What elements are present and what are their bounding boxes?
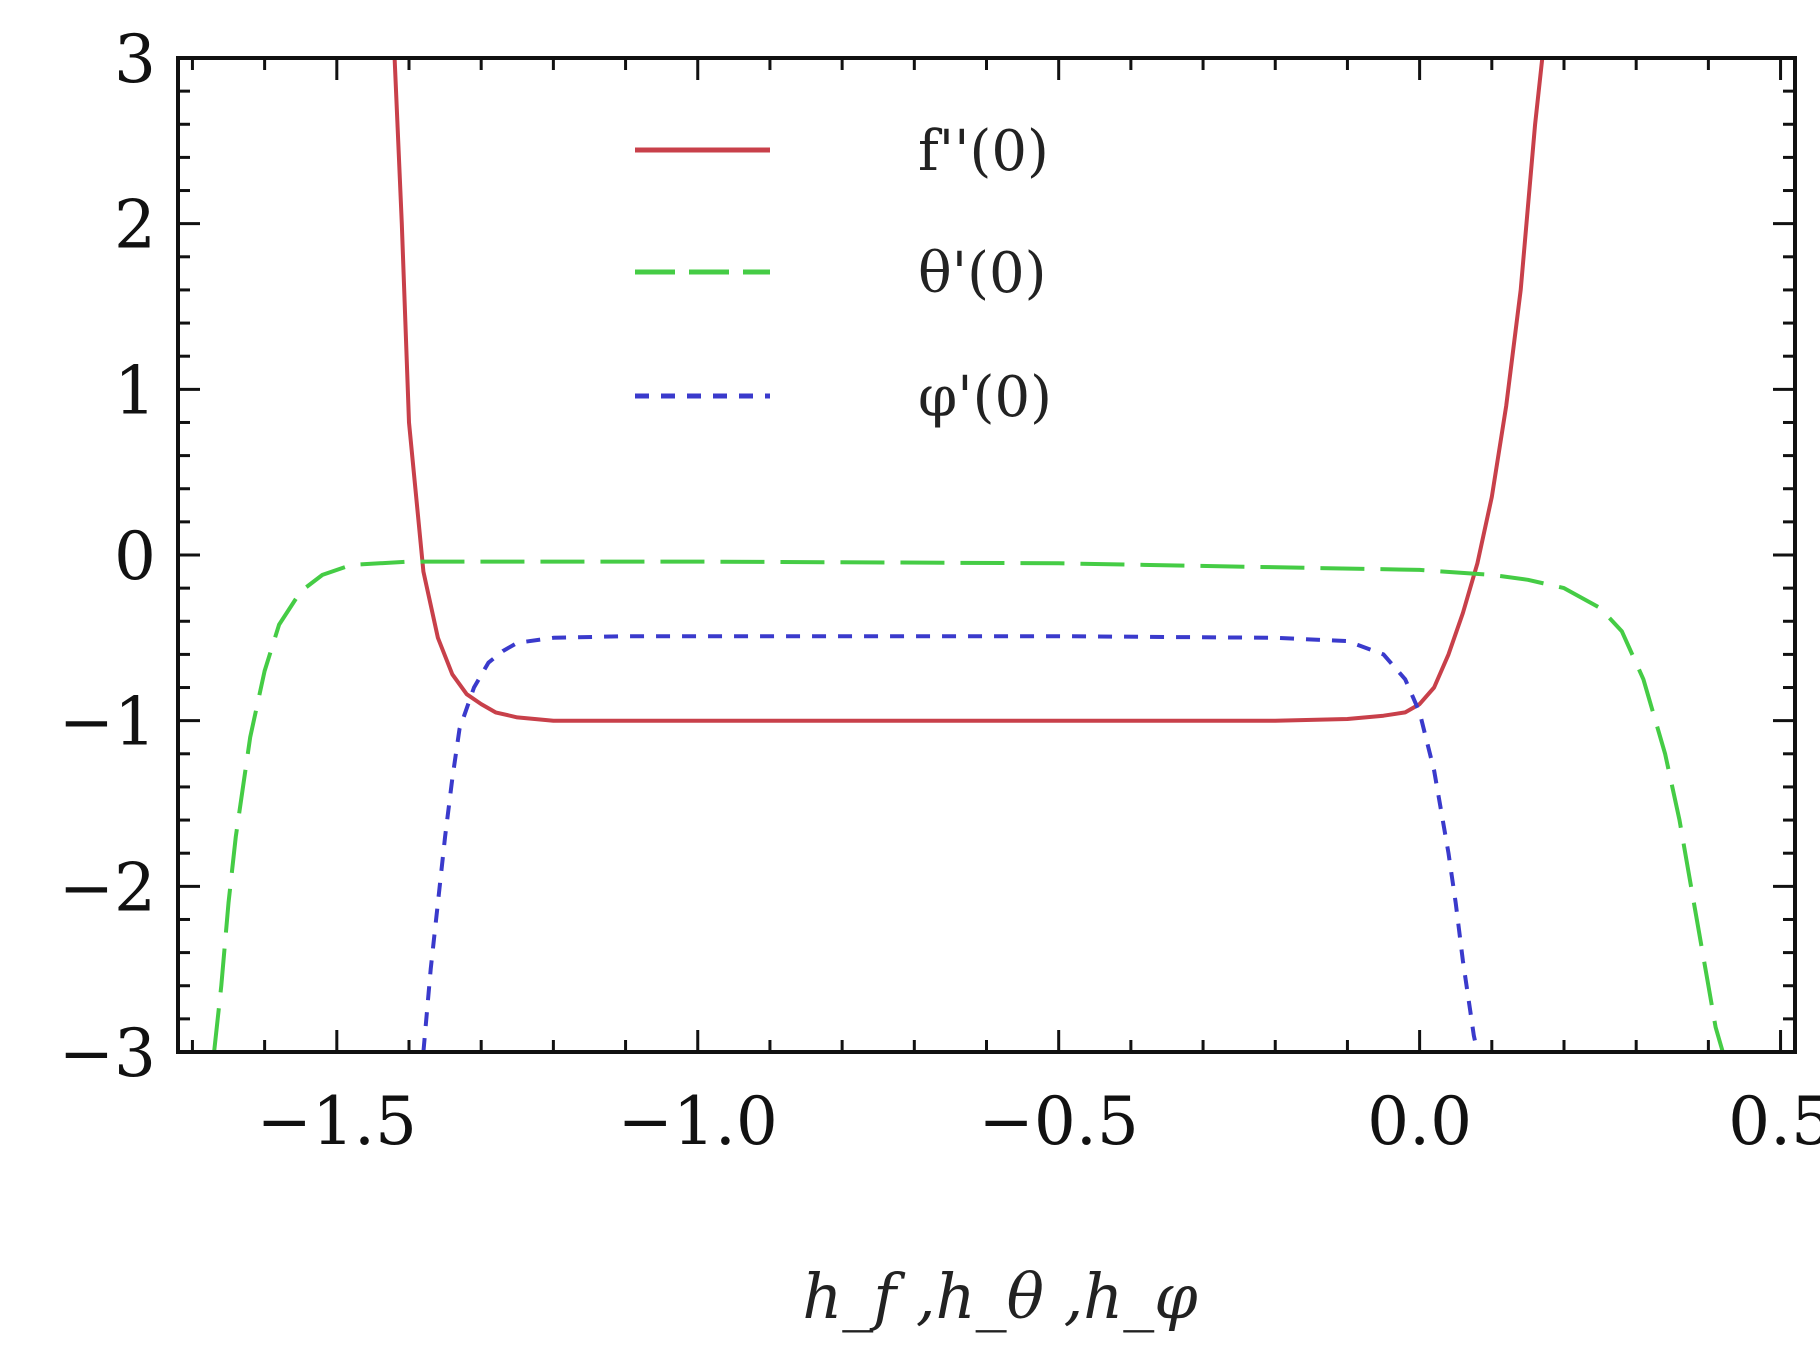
axis-ticks <box>178 56 1795 1054</box>
x-tick-label: −1.5 <box>257 1083 417 1160</box>
legend-label-theta: θ'(0) <box>918 241 1046 306</box>
x-axis-title: h_f ,h_θ ,h_φ <box>802 1260 1198 1333</box>
x-tick-label: 0.0 <box>1367 1083 1472 1160</box>
series-phi-prime <box>421 634 1480 1052</box>
series-f-double-prime <box>392 58 1545 723</box>
tick-labels: −1.5 −1.0 −0.5 0.0 0.5 −3 −2 −1 0 1 2 3 <box>59 21 1820 1160</box>
x-tick-label: 0.5 <box>1728 1083 1820 1160</box>
y-tick-label: 3 <box>114 21 156 98</box>
legend-label-f: f''(0) <box>918 119 1049 184</box>
legend: f''(0) θ'(0) φ'(0) <box>635 119 1052 430</box>
y-tick-label: 0 <box>114 518 156 595</box>
y-tick-label: −3 <box>59 1015 156 1092</box>
y-tick-label: −1 <box>59 684 156 761</box>
series-layer <box>212 58 1725 1052</box>
y-tick-label: −2 <box>59 849 156 926</box>
y-tick-label: 1 <box>114 352 156 429</box>
x-tick-label: −0.5 <box>979 1083 1139 1160</box>
series-theta-prime <box>212 559 1725 1052</box>
legend-label-phi: φ'(0) <box>918 365 1052 430</box>
y-tick-label: 2 <box>114 187 156 264</box>
x-tick-label: −1.0 <box>618 1083 778 1160</box>
